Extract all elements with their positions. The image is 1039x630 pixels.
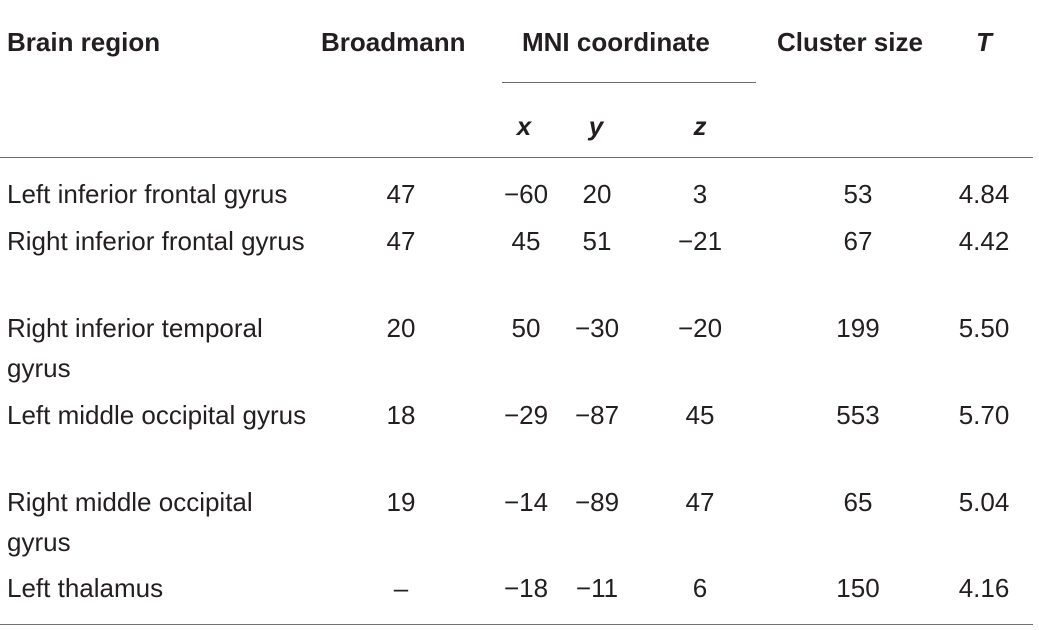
cell-region: Left inferior frontal gyrus [7, 179, 288, 209]
mni-subheader-rule [502, 82, 756, 83]
cell-region: Left middle occipital gyrus [7, 400, 307, 430]
cell-z: 6 [692, 573, 708, 603]
cell-cluster-size: 53 [843, 179, 873, 209]
cell-broadmann: 19 [386, 487, 416, 517]
header-y: y [588, 111, 604, 141]
cell-y: −30 [574, 313, 620, 343]
table-bottom-rule [0, 624, 1033, 625]
cell-z: 45 [685, 400, 715, 430]
cell-x: −60 [503, 179, 549, 209]
header-cluster-size: Cluster size [777, 27, 923, 57]
cell-x: −14 [503, 487, 549, 517]
cell-y: −11 [575, 573, 619, 603]
cell-region: Right inferior frontal gyrus [7, 226, 305, 256]
cell-region: Right inferior temporal gyrus [7, 313, 263, 383]
cell-z: 47 [685, 487, 715, 517]
cell-broadmann: – [393, 573, 409, 603]
cell-broadmann: 20 [386, 313, 416, 343]
cell-region: Right middle occipital gyrus [7, 487, 253, 557]
header-bottom-rule [0, 157, 1033, 158]
cell-x: 50 [511, 313, 541, 343]
cell-x: −29 [503, 400, 549, 430]
header-broadmann: Broadmann [321, 27, 466, 57]
cell-region: Left thalamus [7, 573, 164, 603]
cell-y: 20 [582, 179, 612, 209]
cell-t: 4.84 [958, 179, 1010, 209]
header-t: T [976, 27, 992, 57]
cell-y: −89 [574, 487, 620, 517]
cell-cluster-size: 150 [836, 573, 880, 603]
cell-x: 45 [511, 226, 541, 256]
cell-cluster-size: 553 [836, 400, 880, 430]
header-mni-coordinate: MNI coordinate [522, 27, 710, 57]
cell-y: −87 [574, 400, 620, 430]
cell-t: 5.04 [958, 487, 1010, 517]
cell-t: 5.70 [958, 400, 1010, 430]
cell-t: 4.16 [958, 573, 1010, 603]
cell-cluster-size: 67 [843, 226, 873, 256]
cell-broadmann: 47 [386, 179, 416, 209]
cell-z: −21 [677, 226, 723, 256]
header-z: z [693, 111, 707, 141]
cell-broadmann: 18 [386, 400, 416, 430]
header-brain-region: Brain region [7, 27, 161, 57]
cell-broadmann: 47 [386, 226, 416, 256]
cell-z: 3 [692, 179, 708, 209]
cell-y: 51 [582, 226, 612, 256]
cell-cluster-size: 199 [836, 313, 880, 343]
cell-t: 4.42 [958, 226, 1010, 256]
header-x: x [516, 111, 532, 141]
cell-z: −20 [677, 313, 723, 343]
cell-cluster-size: 65 [843, 487, 873, 517]
cell-x: −18 [503, 573, 549, 603]
cell-t: 5.50 [958, 313, 1010, 343]
